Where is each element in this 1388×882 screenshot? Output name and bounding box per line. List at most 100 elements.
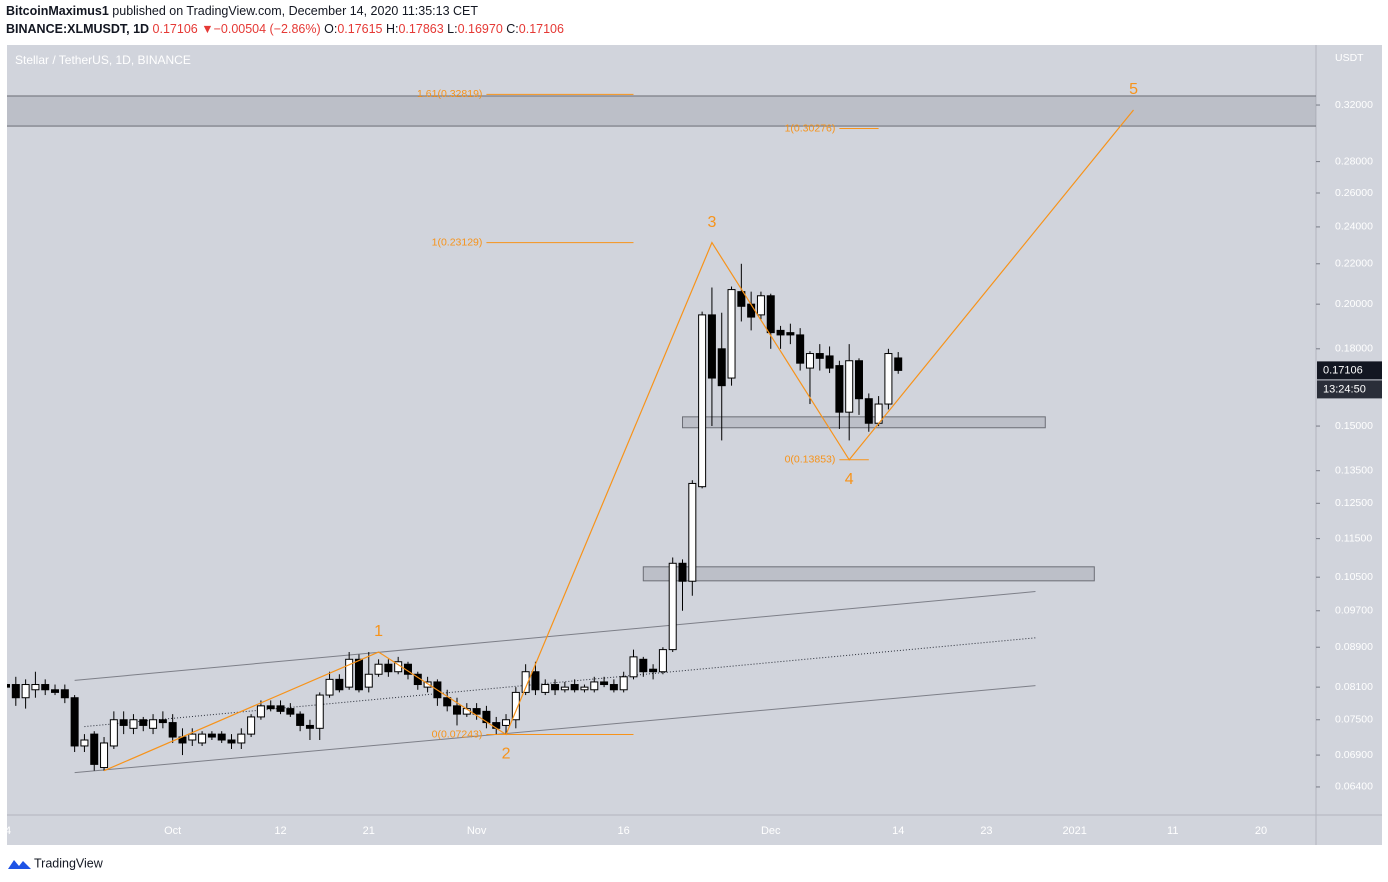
- y-tick-label: 0.06400: [1335, 781, 1373, 793]
- currency-badge: [1330, 50, 1368, 66]
- candle-body: [756, 295, 765, 316]
- y-tick-label: 0.13500: [1335, 464, 1373, 476]
- y-tick-label: 0.08100: [1335, 681, 1373, 693]
- fib-label: 1(0.23129): [432, 236, 483, 248]
- candle-body: [629, 656, 638, 678]
- candle-body: [237, 733, 246, 744]
- pane-title: Stellar / TetherUS, 1D, BINANCE: [15, 53, 191, 67]
- wave-label: 1: [374, 623, 383, 640]
- y-tick-label: 0.28000: [1335, 155, 1373, 167]
- candle-body: [884, 353, 893, 405]
- candle-body: [119, 719, 128, 726]
- candle-body: [845, 360, 854, 413]
- candle-body: [825, 355, 834, 369]
- y-tick-label: 0.11500: [1335, 532, 1372, 544]
- ohlc-label: L:: [447, 22, 458, 36]
- candle-body: [149, 719, 158, 729]
- x-tick-label: 21: [363, 825, 375, 837]
- candle-body: [129, 719, 138, 729]
- published: published on TradingView.com, December 1…: [112, 4, 479, 18]
- candle-body: [256, 705, 265, 718]
- last-price-box: [1317, 361, 1382, 380]
- candle-body: [815, 353, 824, 359]
- fib-label: 0(0.13853): [785, 454, 836, 466]
- candle-body: [560, 686, 569, 691]
- candle-body: [521, 671, 530, 693]
- y-tick-label: 0.24000: [1335, 221, 1373, 233]
- candle-body: [31, 684, 40, 691]
- candle-body: [600, 681, 609, 686]
- candle-body: [590, 681, 599, 691]
- wave-label: 5: [1129, 81, 1138, 98]
- candle-body: [570, 684, 579, 691]
- brand: TradingView: [34, 856, 104, 870]
- candle-body: [766, 295, 775, 334]
- ohlc-value: 0.17615: [337, 22, 383, 36]
- y-tick-label: 0.08900: [1335, 641, 1373, 653]
- x-tick-label: 23: [980, 825, 992, 837]
- candle-body: [7, 684, 10, 688]
- candle-body: [472, 708, 481, 715]
- candle-body: [325, 678, 334, 696]
- candle-body: [541, 684, 550, 693]
- zone: [642, 566, 1095, 582]
- candle-body: [580, 686, 589, 691]
- fib-label: 1(0.30276): [785, 122, 836, 134]
- publish-line: BitcoinMaximus1 published on TradingView…: [6, 4, 478, 18]
- candle-body: [70, 697, 79, 747]
- ohlc-label: C:: [506, 22, 519, 36]
- candle-body: [305, 724, 314, 729]
- y-tick-label: 0.15000: [1335, 420, 1373, 432]
- candle-body: [678, 562, 687, 582]
- x-tick-label: 11: [1167, 825, 1178, 837]
- candle-body: [335, 678, 344, 691]
- candle-body: [786, 332, 795, 336]
- candle-body: [286, 708, 295, 715]
- candle-body: [188, 733, 197, 741]
- currency: USDT: [1335, 52, 1364, 64]
- candle-body: [531, 671, 540, 691]
- candle-body: [796, 334, 805, 364]
- candle-body: [315, 694, 324, 729]
- candle-body: [443, 697, 452, 707]
- arrow: ▼: [201, 22, 214, 36]
- candle-body: [139, 719, 148, 726]
- y-tick-label: 0.22000: [1335, 258, 1373, 270]
- zone: [7, 95, 1316, 127]
- candle-body: [266, 705, 275, 710]
- ohlc-label: O:: [324, 22, 338, 36]
- y-tick-label: 0.12500: [1335, 497, 1373, 509]
- ohlc-value: 0.16970: [457, 22, 503, 36]
- candle-body: [551, 684, 560, 691]
- plot: [7, 93, 1316, 774]
- channel-line: [74, 685, 1036, 774]
- candle-body: [217, 733, 226, 741]
- y-tick-label: 0.10500: [1335, 571, 1373, 583]
- candle-body: [658, 649, 667, 673]
- wave-label: 4: [845, 471, 854, 488]
- candle-body: [41, 684, 50, 691]
- last-price: 0.17106: [1323, 364, 1363, 376]
- x-tick-label: 14: [892, 825, 904, 837]
- change: −0.00504 (−2.86%): [213, 22, 321, 36]
- candle-body: [894, 357, 903, 371]
- candle-body: [835, 365, 844, 413]
- x-tick-label: Oct: [164, 825, 181, 837]
- symbol: BINANCE:XLMUSDT, 1D: [6, 22, 150, 36]
- candle-body: [747, 303, 756, 318]
- x-tick-label: 2021: [1062, 825, 1086, 837]
- candle-body: [168, 722, 177, 738]
- candle-body: [854, 360, 863, 400]
- candle-body: [492, 722, 501, 729]
- candle-body: [51, 689, 60, 693]
- candle-body: [227, 739, 236, 744]
- channel-line: [84, 637, 1036, 728]
- candle-body: [247, 716, 256, 735]
- candle-body: [453, 705, 462, 715]
- y-tick-label: 0.07500: [1335, 714, 1373, 726]
- candle-body: [511, 691, 520, 721]
- ohlc-value: 0.17863: [398, 22, 444, 36]
- candle-body: [21, 684, 30, 699]
- y-tick-label: 0.18000: [1335, 343, 1373, 355]
